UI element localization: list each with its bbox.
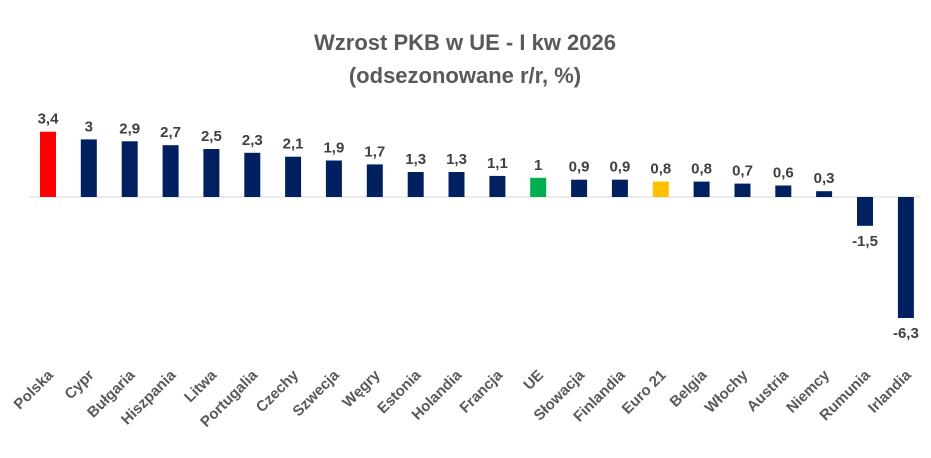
value-label-polska: 3,4 <box>38 111 60 128</box>
value-label-cypr: 3 <box>85 118 93 135</box>
bar-finlandia <box>611 179 628 197</box>
category-label-austria: Austria <box>744 366 793 415</box>
bar-wegry <box>366 164 383 197</box>
value-label-holandia: 1,3 <box>446 151 467 168</box>
bar-hiszpania <box>162 145 179 197</box>
bar-holandia <box>448 172 465 197</box>
category-label-ue: UE <box>520 367 547 394</box>
bar-slowacja <box>571 179 588 197</box>
bar-euro-21 <box>652 181 669 197</box>
value-label-portugalia: 2,3 <box>242 132 263 149</box>
chart-title: Wzrost PKB w UE - I kw 2026 <box>314 30 616 55</box>
bar-niemcy <box>816 191 833 197</box>
value-label-francja: 1,1 <box>487 155 508 172</box>
value-label-niemcy: 0,3 <box>814 170 835 187</box>
bar-czechy <box>285 156 302 197</box>
category-label-wlochy: Włochy <box>702 366 752 416</box>
bar-francja <box>489 175 506 197</box>
bar-bulgaria <box>121 141 138 197</box>
bar-cypr <box>80 139 97 197</box>
value-label-ue: 1 <box>534 157 542 174</box>
value-labels-group: 3,4 3 2,9 2,7 2,5 2,3 2,1 1,9 1,7 1,3 1,3 1,1 1 0,9 0,… <box>38 111 919 342</box>
value-label-wegry: 1,7 <box>364 143 385 160</box>
bar-wlochy <box>734 183 751 197</box>
value-label-wlochy: 0,7 <box>732 163 753 180</box>
value-label-belgia: 0,8 <box>691 161 712 178</box>
category-label-euro-21: Euro 21 <box>619 367 670 418</box>
bar-polska <box>40 131 56 197</box>
bar-austria <box>775 185 792 197</box>
bar-belgia <box>693 181 710 197</box>
bar-rumunia <box>857 197 873 226</box>
bar-ue <box>530 177 547 197</box>
value-label-hiszpania: 2,7 <box>160 124 181 141</box>
value-label-bulgaria: 2,9 <box>119 120 140 137</box>
value-label-litwa: 2,5 <box>201 128 222 145</box>
bar-irlandia <box>897 197 914 318</box>
category-label-cypr: Cypr <box>61 367 97 403</box>
bars-group <box>40 131 914 318</box>
category-label-irlandia: Irlandia <box>865 366 915 416</box>
value-label-rumunia: -1,5 <box>852 233 878 250</box>
value-label-czechy: 2,1 <box>283 136 304 153</box>
category-label-polska: Polska <box>11 366 58 413</box>
bar-szwecja <box>325 160 342 197</box>
value-label-slowacja: 0,9 <box>569 159 590 176</box>
bar-litwa <box>203 149 220 197</box>
value-label-szwecja: 1,9 <box>323 140 344 157</box>
value-label-irlandia: -6,3 <box>893 325 919 342</box>
value-label-euro-21: 0,8 <box>650 161 671 178</box>
bar-estonia <box>407 172 424 197</box>
chart-subtitle: (odsezonowane r/r, %) <box>349 63 581 88</box>
value-label-austria: 0,6 <box>773 165 794 182</box>
category-label-francja: Francja <box>456 366 506 416</box>
bar-portugalia <box>244 152 261 197</box>
value-label-estonia: 1,3 <box>405 151 426 168</box>
value-label-finlandia: 0,9 <box>609 159 630 176</box>
